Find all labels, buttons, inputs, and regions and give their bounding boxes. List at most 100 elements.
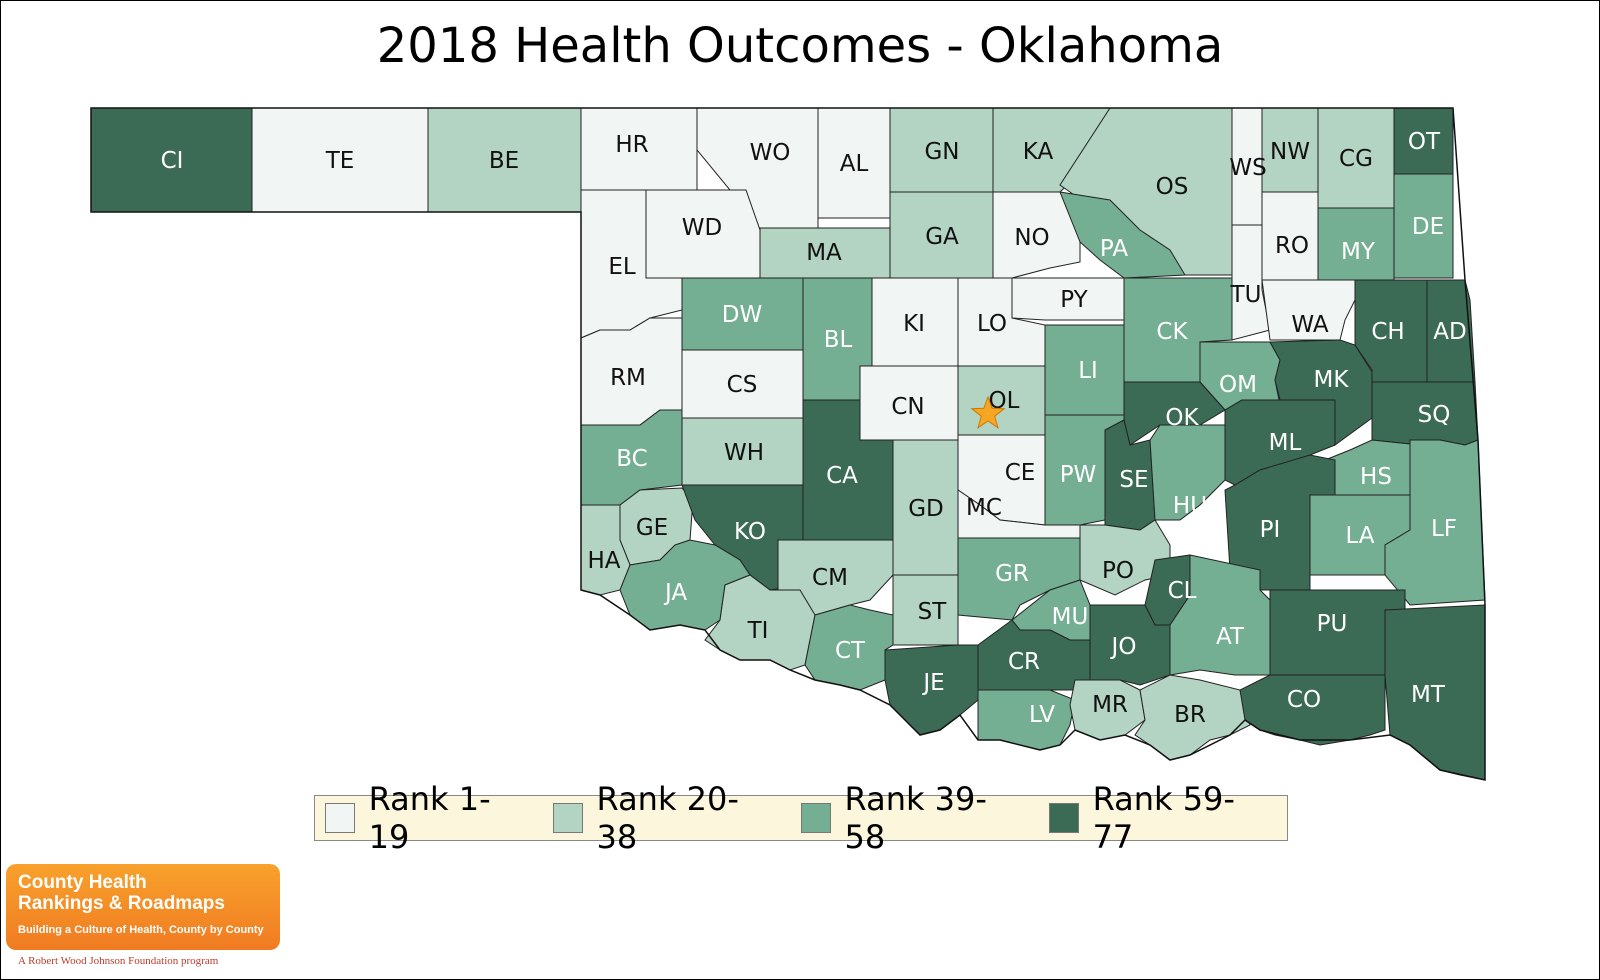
county-pa: [1059, 191, 1186, 279]
program-credit: A Robert Wood Johnson Foundation program: [18, 955, 219, 967]
county-label-cn: CN: [891, 394, 924, 420]
county-label-wd: WD: [682, 215, 722, 241]
county-label-bl: BL: [824, 327, 853, 353]
county-lv: [977, 689, 1076, 751]
county-lf: [1384, 439, 1486, 606]
county-de: [1393, 173, 1454, 279]
county-ad: [1426, 279, 1476, 383]
county-label-py: PY: [1060, 287, 1088, 313]
county-label-om: OM: [1219, 372, 1257, 398]
county-label-ce: CE: [1005, 460, 1036, 486]
county-label-ko: KO: [734, 519, 766, 545]
county-label-ci: CI: [161, 148, 184, 174]
legend-swatch: [1048, 803, 1079, 833]
county-label-pw: PW: [1060, 462, 1097, 488]
county-co: [1239, 674, 1386, 746]
legend-item-rank-59-77: Rank 59-77: [1048, 780, 1273, 856]
county-label-pu: PU: [1317, 611, 1348, 637]
county-label-wh: WH: [724, 440, 764, 466]
county-label-ws: WS: [1229, 155, 1266, 181]
county-label-ct: CT: [835, 638, 866, 664]
county-health-rankings-logo: County Health Rankings & Roadmaps Buildi…: [6, 864, 280, 950]
legend-label: Rank 39-58: [844, 780, 987, 856]
county-py: [1011, 277, 1125, 321]
legend: Rank 1-19 Rank 20-38 Rank 39-58 Rank 59-…: [314, 780, 1288, 856]
county-label-my: MY: [1341, 239, 1376, 265]
county-label-mc: MC: [966, 495, 1002, 521]
county-label-ge: GE: [636, 515, 668, 541]
capital-star-icon: [970, 395, 1006, 429]
county-label-cr: CR: [1008, 649, 1040, 675]
county-label-ca: CA: [826, 463, 858, 489]
county-label-lf: LF: [1431, 516, 1457, 542]
legend-swatch: [800, 803, 831, 833]
county-label-ga: GA: [925, 224, 959, 250]
county-label-hu: HU: [1173, 493, 1207, 519]
county-label-hr: HR: [615, 132, 648, 158]
county-label-ot: OT: [1408, 129, 1441, 155]
county-label-dw: DW: [722, 302, 762, 328]
county-label-pi: PI: [1260, 517, 1281, 543]
county-label-co: CO: [1287, 687, 1321, 713]
county-label-je: JE: [921, 670, 944, 696]
county-label-br: BR: [1174, 702, 1206, 728]
county-label-ti: TI: [747, 618, 769, 644]
county-label-te: TE: [325, 148, 355, 174]
county-br: [1134, 674, 1251, 761]
county-label-cl: CL: [1168, 578, 1197, 604]
county-label-se: SE: [1119, 467, 1148, 493]
county-label-ki: KI: [903, 311, 925, 337]
legend-label: Rank 59-77: [1092, 780, 1235, 856]
state-outline: [90, 107, 1486, 781]
county-label-mk: MK: [1314, 367, 1350, 393]
county-label-mt: MT: [1411, 682, 1446, 708]
county-label-no: NO: [1014, 225, 1049, 251]
county-label-tu: TU: [1230, 282, 1262, 308]
county-label-mu: MU: [1052, 604, 1089, 630]
logo-tagline: Building a Culture of Health, County by …: [18, 924, 264, 936]
county-label-ch: CH: [1371, 319, 1404, 345]
county-label-po: PO: [1102, 558, 1134, 584]
legend-swatch: [325, 803, 355, 833]
county-label-jo: JO: [1110, 634, 1137, 660]
county-st: [892, 574, 959, 646]
county-label-pa: PA: [1100, 236, 1128, 262]
legend-item-rank-1-19: Rank 1-19: [325, 780, 529, 856]
legend-swatch: [552, 803, 583, 833]
county-label-ck: CK: [1156, 319, 1188, 345]
county-label-cg: CG: [1339, 146, 1373, 172]
county-label-lv: LV: [1029, 702, 1055, 728]
county-label-ka: KA: [1023, 139, 1054, 165]
county-label-bc: BC: [616, 446, 647, 472]
county-label-lo: LO: [977, 311, 1007, 337]
map-title: 2018 Health Outcomes - Oklahoma: [376, 18, 1224, 74]
county-label-li: LI: [1078, 358, 1098, 384]
county-label-de: DE: [1412, 214, 1444, 240]
county-label-el: EL: [608, 254, 636, 280]
county-at: [1169, 554, 1271, 676]
county-label-ja: JA: [663, 580, 687, 606]
county-label-wo: WO: [750, 140, 791, 166]
county-label-st: ST: [918, 599, 948, 625]
legend-label: Rank 20-38: [596, 780, 739, 856]
county-label-ad: AD: [1433, 319, 1466, 345]
county-label-cm: CM: [812, 565, 848, 591]
county-label-ml: ML: [1269, 430, 1302, 456]
logo-line-2: Rankings & Roadmaps: [18, 893, 225, 914]
county-label-mr: MR: [1092, 692, 1128, 718]
county-label-wa: WA: [1291, 312, 1328, 338]
county-label-la: LA: [1345, 523, 1374, 549]
county-label-ha: HA: [587, 548, 620, 574]
county-label-at: AT: [1216, 624, 1245, 650]
county-label-gr: GR: [995, 561, 1029, 587]
legend-label: Rank 1-19: [368, 780, 491, 856]
county-label-ma: MA: [806, 240, 842, 266]
county-label-hs: HS: [1360, 464, 1392, 490]
county-label-rm: RM: [610, 365, 646, 391]
county-label-al: AL: [840, 151, 869, 177]
county-hu: [1149, 424, 1226, 521]
county-label-gd: GD: [908, 496, 944, 522]
county-label-cs: CS: [727, 372, 758, 398]
county-label-be: BE: [489, 148, 519, 174]
